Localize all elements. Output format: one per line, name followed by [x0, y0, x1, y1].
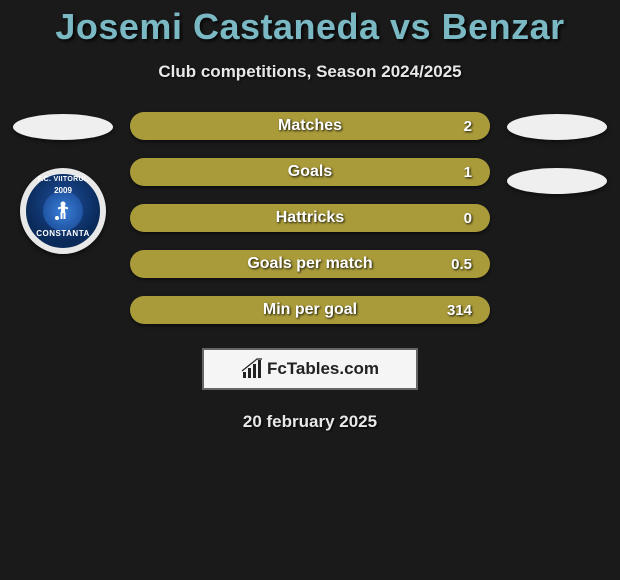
stat-bar-min-per-goal: Min per goal 314 — [130, 296, 490, 324]
stat-label: Min per goal — [263, 301, 357, 319]
season-subtitle: Club competitions, Season 2024/2025 — [0, 62, 620, 82]
stat-bar-goals-per-match: Goals per match 0.5 — [130, 250, 490, 278]
player-photo-placeholder-left — [13, 114, 113, 140]
stat-value: 2 — [464, 118, 472, 135]
player-right-column — [502, 112, 612, 194]
badge-bottom-text: CONSTANTA — [36, 229, 90, 238]
page-title: Josemi Castaneda vs Benzar — [0, 6, 620, 48]
stat-value: 0 — [464, 210, 472, 227]
stat-label: Goals per match — [247, 255, 372, 273]
stat-label: Hattricks — [276, 209, 344, 227]
comparison-card: Josemi Castaneda vs Benzar Club competit… — [0, 0, 620, 432]
stat-value: 1 — [464, 164, 472, 181]
stat-bar-matches: Matches 2 — [130, 112, 490, 140]
stats-column: Matches 2 Goals 1 Hattricks 0 Goals per … — [130, 112, 490, 324]
date-label: 20 february 2025 — [0, 412, 620, 432]
stat-bar-goals: Goals 1 — [130, 158, 490, 186]
branding-box[interactable]: FcTables.com — [202, 348, 418, 390]
football-player-icon — [54, 200, 72, 222]
club-badge-left: F.C. VIITORUL 2009 CONSTANTA — [20, 168, 106, 254]
stat-label: Goals — [288, 163, 332, 181]
badge-inner-circle — [43, 191, 83, 231]
bar-chart-icon — [241, 358, 263, 380]
stat-bar-hattricks: Hattricks 0 — [130, 204, 490, 232]
player-left-column: F.C. VIITORUL 2009 CONSTANTA — [8, 112, 118, 254]
badge-year: 2009 — [54, 186, 72, 195]
club-badge-placeholder-right — [507, 168, 607, 194]
badge-top-text: F.C. VIITORUL — [38, 176, 89, 183]
stat-value: 314 — [447, 302, 472, 319]
stat-label: Matches — [278, 117, 342, 135]
content-row: F.C. VIITORUL 2009 CONSTANTA — [0, 112, 620, 324]
branding-label: FcTables.com — [267, 359, 379, 379]
stat-value: 0.5 — [451, 256, 472, 273]
player-photo-placeholder-right — [507, 114, 607, 140]
